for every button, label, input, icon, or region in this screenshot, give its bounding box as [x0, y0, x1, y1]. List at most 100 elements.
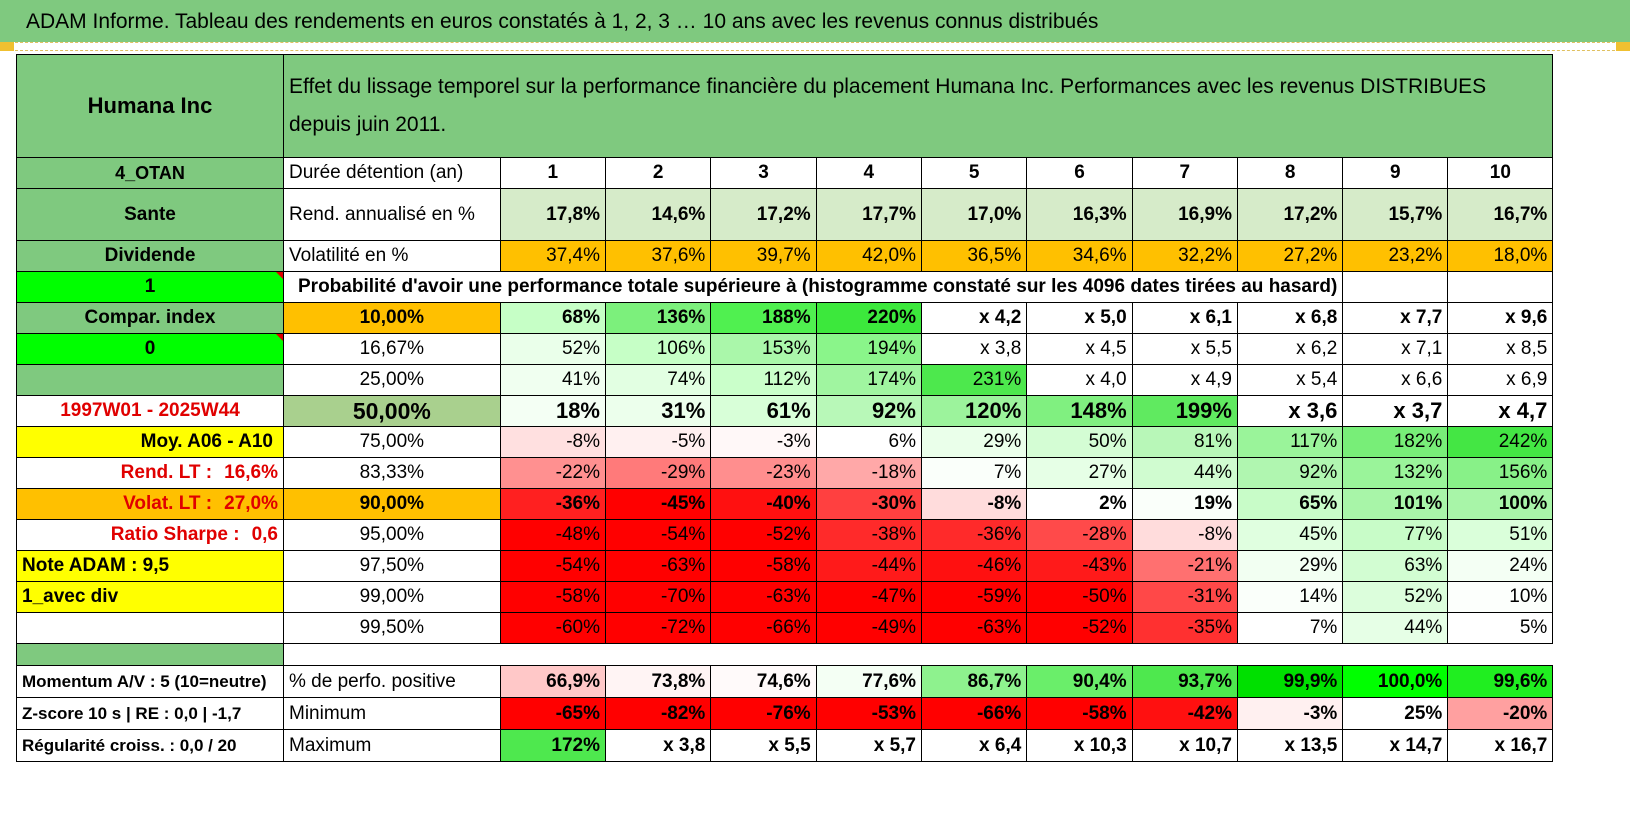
probability-value: -21% [1131, 550, 1238, 582]
empty-cell [1447, 271, 1554, 303]
corner-marker-right [1616, 42, 1630, 51]
percentile-label: 99,00% [283, 581, 501, 613]
probability-value: 10% [1447, 581, 1554, 613]
gap-cell [284, 644, 1553, 666]
probability-value: -63% [710, 581, 817, 613]
percentile-label: 50,00% [283, 395, 501, 427]
positive-value: 86,7% [920, 665, 1028, 698]
probability-value: 242% [1447, 426, 1554, 458]
vol-value: 32,2% [1131, 240, 1238, 272]
probability-value: x 7,7 [1342, 302, 1449, 334]
probability-value: -3% [710, 426, 817, 458]
rend-value: 14,6% [604, 188, 712, 241]
probability-value: 120% [920, 395, 1028, 427]
probability-value: x 9,6 [1447, 302, 1554, 334]
probability-value: -22% [499, 457, 607, 489]
probability-value: -18% [815, 457, 922, 489]
probability-value: -31% [1131, 581, 1238, 613]
category-label: 4_OTAN [16, 157, 284, 189]
vol-value: 34,6% [1026, 240, 1133, 272]
probability-value: -54% [499, 550, 607, 582]
gap-cell [16, 643, 284, 666]
probability-value: 117% [1236, 426, 1344, 458]
maximum-value: x 5,7 [815, 729, 922, 762]
rend-value: 17,0% [920, 188, 1028, 241]
vol-value: 39,7% [710, 240, 817, 272]
probability-value: -43% [1026, 550, 1133, 582]
probability-value: -36% [920, 519, 1028, 551]
period-label: 1997W01 - 2025W44 [16, 395, 284, 427]
probability-value: 44% [1342, 612, 1449, 644]
probability-value: 112% [710, 364, 817, 396]
probability-value: -36% [499, 488, 607, 520]
minimum-value: 25% [1342, 697, 1449, 730]
probability-value: x 3,8 [920, 333, 1028, 365]
minimum-value: -3% [1236, 697, 1344, 730]
probability-value: -70% [604, 581, 712, 613]
rend-value: 15,7% [1342, 188, 1449, 241]
probability-value: -52% [1026, 612, 1133, 644]
probability-value: x 3,7 [1342, 395, 1449, 427]
probability-value: x 7,1 [1342, 333, 1449, 365]
probability-value: 81% [1131, 426, 1238, 458]
probability-value: -72% [604, 612, 712, 644]
year-header: 5 [920, 157, 1028, 189]
probability-value: 136% [604, 302, 712, 334]
probability-value: x 5,5 [1131, 333, 1238, 365]
probability-value: -47% [815, 581, 922, 613]
empty-side-cell [16, 612, 284, 644]
probability-value: 100% [1447, 488, 1554, 520]
probability-value: -8% [1131, 519, 1238, 551]
probability-value: -8% [499, 426, 607, 458]
probability-value: 148% [1026, 395, 1133, 427]
probability-value: 50% [1026, 426, 1133, 458]
percentile-label: 83,33% [283, 457, 501, 489]
probability-value: 63% [1342, 550, 1449, 582]
probability-value: -23% [710, 457, 817, 489]
rend-value: 16,7% [1447, 188, 1554, 241]
probability-value: 45% [1236, 519, 1344, 551]
probability-value: x 8,5 [1447, 333, 1554, 365]
probability-value: -58% [710, 550, 817, 582]
minimum-value: -76% [710, 697, 817, 730]
rend-value: 17,2% [1236, 188, 1344, 241]
corner-marker-left [0, 42, 14, 51]
probability-value: 220% [815, 302, 922, 334]
minimum-value: -82% [604, 697, 712, 730]
probability-value: -35% [1131, 612, 1238, 644]
probability-value: 182% [1342, 426, 1449, 458]
probability-value: x 6,6 [1342, 364, 1449, 396]
rend-lt-cell: Rend. LT : 16,6% [16, 457, 284, 489]
compar-index-value: 0 [16, 333, 284, 365]
rend-value: 16,3% [1026, 188, 1133, 241]
probability-value: 153% [710, 333, 817, 365]
year-header: 6 [1026, 157, 1133, 189]
minimum-value: -65% [499, 697, 607, 730]
positive-value: 93,7% [1131, 665, 1238, 698]
percentile-label: 90,00% [283, 488, 501, 520]
probability-value: -49% [815, 612, 922, 644]
probability-value: -66% [710, 612, 817, 644]
probability-value: -48% [499, 519, 607, 551]
volat-lt-value: 27,0% [224, 493, 278, 514]
probability-value: 101% [1342, 488, 1449, 520]
probability-value: -45% [604, 488, 712, 520]
probability-value: 65% [1236, 488, 1344, 520]
probability-value: x 5,4 [1236, 364, 1344, 396]
probability-value: -59% [920, 581, 1028, 613]
maximum-value: x 14,7 [1342, 729, 1449, 762]
probability-value: -8% [920, 488, 1028, 520]
year-header: 9 [1342, 157, 1449, 189]
stat-row-label: Minimum [283, 697, 501, 730]
probability-value: -28% [1026, 519, 1133, 551]
performance-table: Humana Inc Effet du lissage temporel sur… [16, 54, 1554, 762]
probability-value: 29% [920, 426, 1028, 458]
rend-value: 17,2% [710, 188, 817, 241]
probability-value: 18% [499, 395, 607, 427]
percentile-label: 16,67% [283, 333, 501, 365]
flag-value: 1 [16, 271, 284, 303]
probability-value: 194% [815, 333, 922, 365]
compar-index-label: Compar. index [16, 302, 284, 334]
probability-value: 106% [604, 333, 712, 365]
probability-title: Probabilité d'avoir une performance tota… [282, 271, 1344, 303]
